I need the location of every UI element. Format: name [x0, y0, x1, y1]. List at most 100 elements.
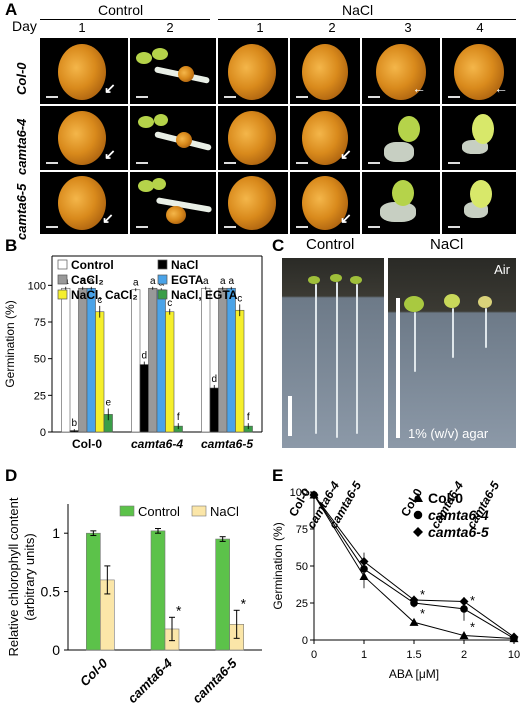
b-y-tick-label: 25 — [34, 390, 46, 402]
chart-aba-germination: 0 25 50 75 100 0 1 1.5 2 10 Germination (%) ABA [μM… — [271, 487, 520, 681]
b-y-tick-label: 75 — [34, 317, 46, 329]
d-category-label: camta6-5 — [189, 655, 240, 706]
panel-c-letter: C — [272, 236, 285, 255]
photo-col0-control-day2 — [130, 38, 216, 104]
d-category-label: camta6-4 — [125, 655, 176, 706]
e-data-point — [359, 557, 369, 567]
photo-control-seedlings — [282, 258, 384, 448]
panel-b-letter: B — [5, 236, 18, 255]
panel-e-letter: E — [272, 466, 284, 485]
b-legend-label: NaCl, EGTA — [171, 288, 238, 302]
day-col-4: 2 — [328, 20, 336, 35]
e-legend-label: camta6-5 — [428, 524, 489, 540]
row-label-camta6-5: camta6-5 — [14, 183, 29, 240]
photo-camta64-control-day1: ↙ — [40, 106, 128, 170]
b-sig-letter: a — [133, 277, 139, 288]
d-category-label: Col-0 — [77, 655, 111, 689]
b-bar — [218, 287, 228, 433]
b-sig-letter: c — [97, 295, 102, 306]
b-sig-letter: a — [150, 276, 156, 287]
photo-camta65-nacl-day2: ↙ — [290, 172, 360, 234]
b-legend-label: NaCl, CaCl₂ — [71, 288, 138, 302]
agar-label: 1% (w/v) agar — [408, 426, 489, 441]
e-data-point — [409, 595, 419, 605]
d-y-tick-label: 0.5 — [41, 584, 61, 600]
b-bar — [86, 287, 96, 433]
b-sig-letter: d — [141, 351, 147, 362]
b-bar — [165, 311, 175, 433]
d-legend-label: NaCl — [210, 504, 239, 519]
e-data-point — [509, 632, 519, 642]
b-sig-letter: a — [88, 276, 94, 287]
photo-nacl-seedlings: Air 1% (w/v) agar — [388, 258, 516, 448]
photo-camta65-nacl-day4 — [442, 172, 516, 234]
e-data-point — [459, 597, 469, 607]
d-bar — [86, 532, 101, 651]
e-data-point — [459, 631, 469, 640]
e-x-tick-label: 2 — [461, 649, 467, 661]
b-sig-letter: a — [228, 276, 234, 287]
day-col-3: 1 — [256, 20, 264, 35]
b-bar — [61, 287, 71, 433]
panel-a-letter: A — [5, 0, 18, 19]
e-y-tick-label: 100 — [290, 487, 308, 499]
e-y-axis-label: Germination (%) — [271, 522, 285, 609]
e-y-tick-label: 50 — [296, 561, 308, 573]
e-significance-star: * — [420, 587, 425, 602]
e-legend-label: Col-0 — [428, 490, 463, 506]
b-sig-letter: f — [177, 412, 180, 423]
d-y-tick-label: 1 — [52, 525, 60, 541]
b-bar — [156, 289, 166, 433]
b-sig-letter: b — [71, 418, 77, 429]
b-bar — [226, 287, 236, 433]
b-sig-letter: a — [80, 276, 86, 287]
nacl-header: NaCl — [342, 2, 374, 18]
b-sig-letter: c — [167, 298, 172, 309]
b-category-label: Col-0 — [72, 437, 102, 451]
photo-col0-nacl-day4: ← — [442, 38, 516, 104]
panel-c-nacl-title: NaCl — [430, 236, 464, 253]
b-sig-letter: a — [203, 276, 209, 287]
row-label-camta6-4: camta6-4 — [14, 118, 29, 175]
e-legend-label: camta6-4 — [428, 507, 489, 523]
b-sig-letter: a — [220, 276, 226, 287]
photo-col0-nacl-day1 — [218, 38, 288, 104]
b-y-tick-label: 50 — [34, 354, 46, 366]
photo-camta65-nacl-day1 — [218, 172, 288, 234]
control-header: Control — [98, 2, 144, 18]
b-sig-letter: c — [237, 293, 242, 304]
b-bar — [95, 311, 105, 433]
e-legend-marker — [413, 510, 423, 520]
d-y-tick-label: 0 — [52, 642, 60, 658]
e-x-axis-label: ABA [μM] — [389, 667, 439, 681]
photo-camta65-nacl-day3 — [362, 172, 440, 234]
e-x-tick-label: 1.5 — [406, 649, 421, 661]
e-data-point — [409, 617, 419, 626]
b-y-tick-label: 100 — [28, 280, 46, 292]
photo-camta65-control-day2 — [130, 172, 216, 234]
e-y-tick-label: 0 — [302, 635, 308, 647]
d-bar — [215, 538, 230, 651]
b-y-tick-label: 0 — [40, 427, 46, 439]
e-y-tick-label: 75 — [296, 524, 308, 536]
d-legend-swatch — [119, 505, 135, 517]
photo-camta64-nacl-day4 — [442, 106, 516, 170]
photo-camta64-control-day2 — [130, 106, 216, 170]
panel-c-control-title: Control — [306, 236, 355, 253]
e-significance-star: * — [470, 593, 475, 608]
b-legend-swatch — [57, 259, 68, 270]
photo-col0-control-day1: ↙ — [40, 38, 128, 104]
b-bar — [139, 364, 149, 433]
e-y-tick-label: 25 — [296, 598, 308, 610]
d-significance-star: * — [241, 595, 247, 611]
d-legend-swatch — [191, 505, 207, 517]
panel-d-letter: D — [5, 466, 18, 485]
chart-chlorophyll: 0 0.5 1 Relative chlorophyll content (arbitr… — [6, 497, 262, 706]
b-legend-label: Control — [71, 258, 114, 272]
b-legend-swatch — [157, 259, 168, 270]
b-bar — [148, 287, 158, 433]
photo-camta65-control-day1: ↙ — [40, 172, 128, 234]
b-sig-letter: f — [247, 412, 250, 423]
b-category-label: camta6-5 — [201, 437, 253, 451]
